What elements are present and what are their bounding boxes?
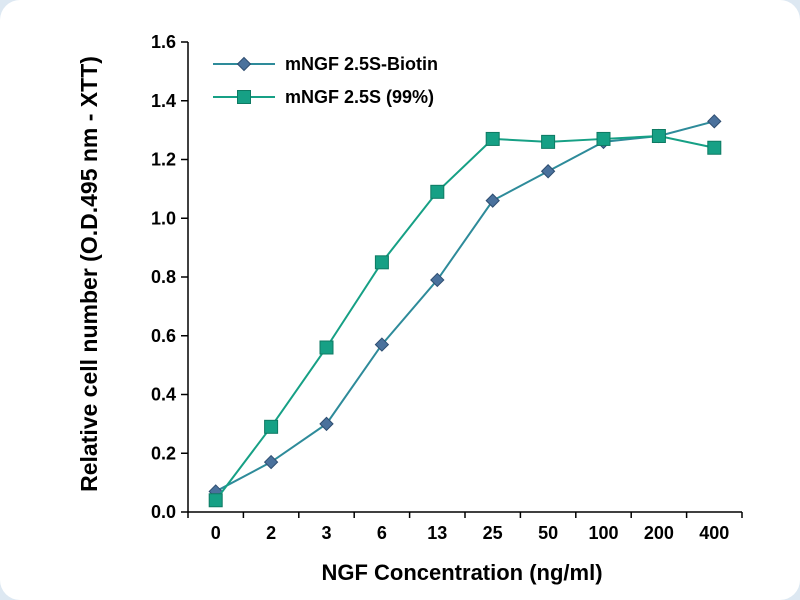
- y-tick-label: 1.0: [151, 208, 176, 228]
- data-point-marker: [208, 493, 223, 508]
- legend-entry: mNGF 2.5S (99%): [213, 87, 434, 107]
- data-point-marker: [374, 337, 390, 352]
- data-point-marker: [263, 454, 279, 470]
- x-tick-label: 0: [211, 523, 221, 543]
- x-tick-label: 50: [538, 523, 558, 543]
- y-tick-label: 1.2: [151, 150, 176, 170]
- legend-entry: mNGF 2.5S-Biotin: [213, 54, 438, 74]
- data-point-marker: [485, 193, 500, 208]
- y-tick-label: 1.6: [151, 32, 176, 52]
- data-point-marker: [651, 129, 666, 143]
- data-point-marker: [374, 255, 389, 270]
- data-point-marker: [430, 272, 445, 288]
- y-tick-label: 0.4: [151, 385, 176, 405]
- data-point-marker: [540, 164, 556, 179]
- legend-label: mNGF 2.5S (99%): [285, 87, 434, 107]
- series-line: [214, 134, 715, 501]
- data-point-marker: [707, 140, 722, 155]
- data-point-marker: [596, 131, 611, 146]
- data-point-marker: [264, 419, 279, 434]
- x-tick-label: 3: [321, 523, 331, 543]
- x-tick-label: 13: [427, 523, 447, 543]
- data-point-marker: [319, 416, 334, 432]
- x-axis-title: NGF Concentration (ng/ml): [321, 560, 602, 585]
- legend-label: mNGF 2.5S-Biotin: [285, 54, 438, 74]
- data-point-marker: [707, 114, 722, 129]
- x-tick-label: 2: [266, 523, 276, 543]
- y-tick-label: 0.0: [151, 502, 176, 522]
- data-point-marker: [430, 184, 445, 199]
- data-point-marker: [541, 134, 556, 149]
- y-tick-label: 1.4: [151, 91, 176, 111]
- y-tick-label: 0.8: [151, 267, 176, 287]
- x-tick-label: 25: [483, 523, 503, 543]
- x-tick-label: 6: [377, 523, 387, 543]
- x-tick-label: 100: [588, 523, 618, 543]
- data-point-marker: [237, 90, 251, 104]
- y-tick-label: 0.2: [151, 443, 176, 463]
- x-tick-label: 400: [699, 523, 729, 543]
- data-point-marker: [485, 131, 500, 146]
- data-point-marker: [236, 56, 252, 72]
- legend: mNGF 2.5S-Biotin mNGF 2.5S (99%): [213, 54, 438, 107]
- plot-area: 0.0 0.2 0.4 0.6 0.8 1.0 1.2 1.4 1.6 0 2 3 6 13 25 50 100…: [151, 32, 743, 543]
- x-tick-label: 200: [644, 523, 674, 543]
- y-tick-label: 0.6: [151, 326, 176, 346]
- data-point-marker: [319, 340, 334, 355]
- y-axis-title: Relative cell number (O.D.495 nm - XTT): [76, 56, 102, 492]
- series-line: [215, 120, 715, 493]
